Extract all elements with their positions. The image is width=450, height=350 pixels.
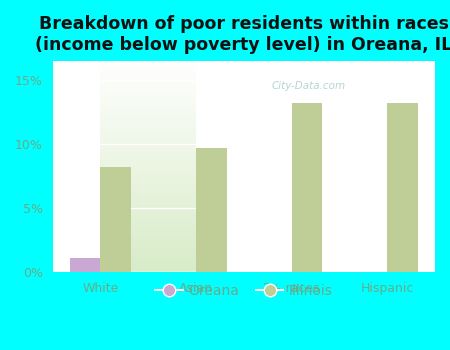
- Text: City-Data.com: City-Data.com: [272, 81, 346, 91]
- Bar: [70, 258, 100, 272]
- Bar: [196, 148, 227, 272]
- Bar: [292, 103, 322, 272]
- Bar: [100, 167, 131, 272]
- Legend: Oreana, Illinois: Oreana, Illinois: [149, 279, 338, 303]
- Bar: [387, 103, 418, 272]
- Title: Breakdown of poor residents within races
(income below poverty level) in Oreana,: Breakdown of poor residents within races…: [35, 15, 450, 54]
